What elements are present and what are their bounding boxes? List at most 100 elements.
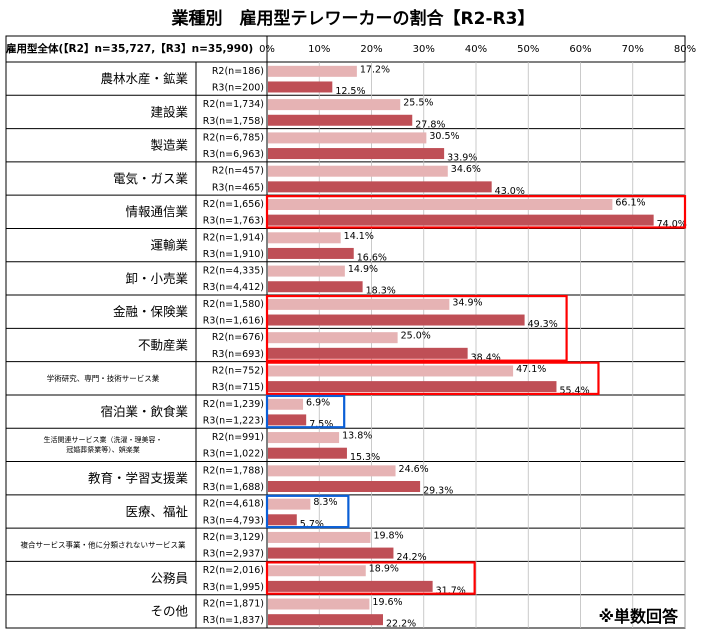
note-text: ※単数回答 bbox=[598, 607, 679, 626]
data-label: 5.7% bbox=[300, 519, 324, 530]
category-label: 電気・ガス業 bbox=[113, 171, 189, 186]
row-label: R2(n=1,788) bbox=[203, 465, 264, 476]
row-label: R2(n=3,129) bbox=[203, 532, 264, 543]
data-label: 19.6% bbox=[372, 597, 402, 608]
data-label: 55.4% bbox=[559, 386, 589, 397]
bar-r3 bbox=[268, 414, 307, 426]
data-label: 34.9% bbox=[452, 297, 482, 308]
x-tick-label: 20% bbox=[360, 44, 382, 55]
row-label: R2(n=1,734) bbox=[203, 99, 264, 110]
category-label: 医療、福祉 bbox=[125, 504, 188, 519]
bar-r2 bbox=[268, 398, 304, 410]
category-label: 生活関連サービス業（洗濯・理美容・冠婚葬祭業等）、娯楽業 bbox=[44, 435, 163, 454]
bar-r2 bbox=[268, 99, 401, 111]
x-tick-label: 30% bbox=[413, 44, 435, 55]
highlight-boxes bbox=[265, 195, 687, 595]
data-label: 33.9% bbox=[447, 153, 477, 164]
bar-r3 bbox=[268, 247, 354, 259]
highlight-box-red bbox=[265, 195, 687, 229]
highlight-box-red bbox=[265, 361, 600, 396]
data-label: 47.1% bbox=[516, 364, 546, 375]
data-label: 7.5% bbox=[309, 419, 333, 430]
data-label: 14.9% bbox=[348, 264, 378, 275]
row-label: R3(n=1,688) bbox=[203, 482, 264, 493]
bar-r3 bbox=[268, 614, 383, 626]
bar-r2 bbox=[268, 232, 341, 244]
data-label: 8.3% bbox=[313, 497, 337, 508]
bar-r3 bbox=[268, 547, 394, 559]
data-label: 12.5% bbox=[335, 86, 365, 97]
data-label: 43.0% bbox=[495, 186, 525, 197]
category-rows: 農林水産・鉱業 R2(n=186) R3(n=200) 建設業 R2(n=1,734) R… bbox=[21, 66, 265, 626]
bar-r3 bbox=[268, 481, 421, 492]
row-label: R2(n=752) bbox=[212, 365, 264, 376]
row-label: R2(n=2,016) bbox=[203, 565, 264, 576]
bar-r3 bbox=[268, 580, 433, 592]
header-label: 雇用型全体(【R2】n=35,727,【R3】n=35,990) bbox=[6, 42, 253, 55]
row-label: R2(n=676) bbox=[212, 332, 264, 343]
data-label: 31.7% bbox=[436, 585, 466, 596]
row-label: R3(n=4,412) bbox=[203, 282, 264, 293]
category-label: 教育・学習支援業 bbox=[88, 471, 189, 486]
data-label: 74.0% bbox=[657, 219, 687, 230]
data-label: 66.1% bbox=[615, 198, 645, 209]
bar-r3 bbox=[268, 214, 654, 226]
data-label: 16.6% bbox=[357, 252, 387, 263]
x-tick-label: 40% bbox=[465, 44, 487, 55]
category-label: 卸・小売業 bbox=[125, 271, 188, 286]
category-label: 宿泊業・飲食業 bbox=[100, 404, 188, 419]
bar-r3 bbox=[268, 447, 347, 459]
row-label: R3(n=465) bbox=[212, 182, 264, 193]
row-label: R2(n=991) bbox=[212, 432, 264, 443]
row-label: R3(n=4,793) bbox=[203, 515, 264, 526]
bar-r2 bbox=[268, 265, 345, 277]
data-label: 18.3% bbox=[366, 286, 396, 297]
data-label: 49.3% bbox=[528, 319, 558, 330]
bar-r2 bbox=[268, 332, 398, 344]
row-label: R2(n=4,335) bbox=[203, 266, 264, 277]
bar-r2 bbox=[268, 365, 514, 377]
highlight-box-blue bbox=[265, 394, 346, 429]
chart-title: 業種別 雇用型テレワーカーの割合【R2-R3】 bbox=[172, 8, 535, 29]
row-label: R3(n=715) bbox=[212, 382, 264, 393]
x-tick-label: 10% bbox=[308, 44, 330, 55]
row-label: R2(n=186) bbox=[212, 66, 264, 77]
bar-r2 bbox=[268, 465, 396, 477]
category-label: 学術研究、専門・技術サービス業 bbox=[47, 373, 160, 383]
category-label: 建設業 bbox=[150, 104, 188, 119]
data-label: 6.9% bbox=[306, 397, 330, 408]
category-label: 情報通信業 bbox=[125, 204, 188, 219]
highlight-box-blue bbox=[265, 494, 350, 529]
x-tick-label: 80% bbox=[674, 44, 696, 55]
x-tick-label: 70% bbox=[622, 44, 644, 55]
bar-r2 bbox=[268, 132, 427, 144]
bar-r3 bbox=[268, 114, 413, 126]
row-label: R2(n=1,239) bbox=[203, 399, 264, 410]
bar-r2 bbox=[268, 165, 448, 177]
row-label: R2(n=1,871) bbox=[203, 599, 264, 610]
bar-r3 bbox=[268, 148, 445, 160]
category-label: 金融・保険業 bbox=[113, 304, 189, 319]
category-label: 不動産業 bbox=[138, 337, 189, 352]
row-label: R2(n=4,618) bbox=[203, 499, 264, 510]
data-label: 38.4% bbox=[471, 352, 501, 363]
x-tick-label: 60% bbox=[569, 44, 591, 55]
bar-r3 bbox=[268, 514, 297, 526]
data-label: 24.6% bbox=[399, 464, 429, 475]
bar-r3 bbox=[268, 81, 333, 93]
category-label: 運輸業 bbox=[150, 237, 188, 252]
row-label: R3(n=693) bbox=[212, 349, 264, 360]
row-label: R3(n=1,022) bbox=[203, 449, 264, 460]
row-label: R3(n=1,763) bbox=[203, 216, 264, 227]
highlight-box-red bbox=[265, 561, 476, 595]
x-axis-tick-labels: 0% 10% 20% 30% 40% 50% 60% 70% 80% bbox=[259, 44, 696, 55]
bar-r2 bbox=[268, 498, 311, 510]
highlight-box-red bbox=[265, 294, 568, 362]
bar-r2 bbox=[268, 565, 366, 577]
data-label: 18.9% bbox=[369, 564, 399, 575]
data-label: 13.8% bbox=[342, 431, 372, 442]
category-label: その他 bbox=[150, 604, 188, 619]
data-label: 29.3% bbox=[423, 486, 453, 497]
bar-r2 bbox=[268, 199, 613, 210]
row-label: R3(n=200) bbox=[212, 82, 264, 93]
